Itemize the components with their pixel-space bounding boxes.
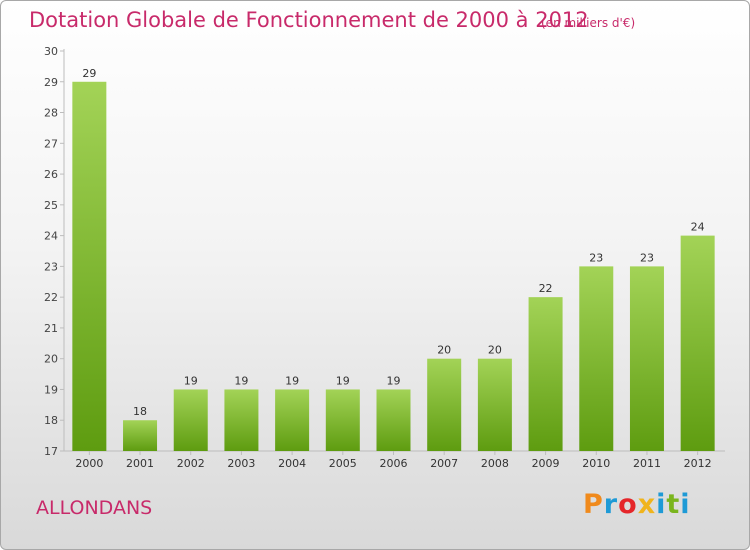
data-label: 20 bbox=[437, 344, 451, 357]
x-tick-label: 2002 bbox=[177, 457, 205, 470]
y-tick-label: 17 bbox=[44, 445, 58, 458]
x-tick-label: 2012 bbox=[684, 457, 712, 470]
bar-2004 bbox=[275, 389, 310, 451]
data-label: 23 bbox=[589, 251, 603, 264]
y-tick-label: 23 bbox=[44, 260, 58, 273]
data-label: 29 bbox=[82, 67, 96, 80]
data-label: 18 bbox=[133, 405, 147, 418]
bar-2006 bbox=[376, 389, 411, 451]
data-label: 22 bbox=[539, 282, 553, 295]
bar-2009 bbox=[528, 297, 563, 451]
data-label: 24 bbox=[691, 221, 705, 234]
x-tick-label: 2004 bbox=[278, 457, 306, 470]
x-tick-label: 2009 bbox=[532, 457, 560, 470]
bar-2002 bbox=[173, 389, 208, 451]
y-tick-label: 19 bbox=[44, 383, 58, 396]
bar-2012 bbox=[680, 235, 715, 451]
data-label: 23 bbox=[640, 251, 654, 264]
data-label: 19 bbox=[336, 374, 350, 387]
bar-2000 bbox=[72, 81, 107, 452]
bar-2005 bbox=[325, 389, 360, 451]
y-tick-label: 26 bbox=[44, 168, 58, 181]
y-tick-label: 29 bbox=[44, 76, 58, 89]
y-tick-label: 21 bbox=[44, 322, 58, 335]
logo-letter: P bbox=[583, 489, 604, 520]
data-label: 19 bbox=[184, 374, 198, 387]
logo-letter: i bbox=[656, 489, 667, 520]
x-tick-label: 2006 bbox=[380, 457, 408, 470]
bar-2008 bbox=[477, 358, 512, 451]
x-tick-label: 2003 bbox=[227, 457, 255, 470]
x-tick-label: 2000 bbox=[75, 457, 103, 470]
y-tick-label: 25 bbox=[44, 199, 58, 212]
y-tick-label: 30 bbox=[44, 45, 58, 58]
bar-2010 bbox=[579, 266, 614, 451]
proxiti-logo[interactable]: Proxiti bbox=[583, 489, 691, 520]
bar-2003 bbox=[224, 389, 259, 451]
y-tick-label: 20 bbox=[44, 353, 58, 366]
x-tick-label: 2011 bbox=[633, 457, 661, 470]
y-tick-label: 22 bbox=[44, 291, 58, 304]
data-label: 19 bbox=[285, 374, 299, 387]
data-label: 20 bbox=[488, 344, 502, 357]
y-tick-label: 27 bbox=[44, 137, 58, 150]
x-tick-label: 2007 bbox=[430, 457, 458, 470]
x-tick-label: 2010 bbox=[582, 457, 610, 470]
logo-letter: t bbox=[666, 489, 681, 520]
logo-letter: i bbox=[680, 489, 691, 520]
bar-2007 bbox=[427, 358, 462, 451]
y-tick-label: 18 bbox=[44, 414, 58, 427]
bar-2011 bbox=[629, 266, 664, 451]
logo-letter: x bbox=[637, 489, 657, 520]
y-tick-label: 28 bbox=[44, 107, 58, 120]
commune-name: ALLONDANS bbox=[36, 497, 153, 519]
x-tick-label: 2008 bbox=[481, 457, 509, 470]
chart-title: Dotation Globale de Fonctionnement de 20… bbox=[29, 8, 589, 32]
y-tick-label: 24 bbox=[44, 230, 58, 243]
data-label: 19 bbox=[234, 374, 248, 387]
data-label: 19 bbox=[387, 374, 401, 387]
x-tick-label: 2005 bbox=[329, 457, 357, 470]
bar-2001 bbox=[123, 420, 158, 451]
x-tick-label: 2001 bbox=[126, 457, 154, 470]
chart-unit: (en milliers d'€) bbox=[541, 16, 636, 30]
logo-letter: o bbox=[618, 489, 638, 520]
logo-letter: r bbox=[603, 489, 619, 520]
